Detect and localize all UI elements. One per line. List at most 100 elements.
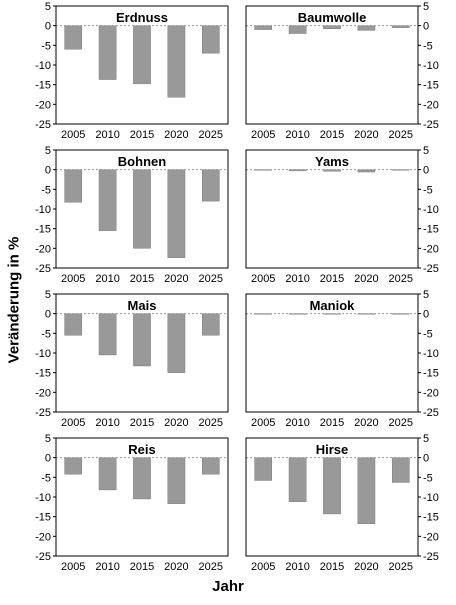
bar-hirse-2015: [323, 457, 341, 515]
x-tick-label: 2010: [95, 129, 119, 141]
bar-erdnuss-2020: [167, 25, 186, 98]
y-tick-label: 0: [45, 165, 51, 177]
y-tick-label: -15: [423, 368, 439, 380]
y-tick-label: -10: [35, 204, 51, 216]
bar-bohnen-2015: [133, 169, 151, 249]
bar-hirse-2005: [254, 457, 273, 481]
y-tick-label: -15: [35, 80, 51, 92]
y-tick-label: -20: [35, 99, 51, 111]
x-tick-label: 2010: [95, 273, 119, 285]
y-tick-label: -10: [35, 492, 51, 504]
y-tick-label: -25: [35, 551, 51, 563]
panel-title-baumwolle: Baumwolle: [298, 10, 367, 25]
x-tick-label: 2005: [61, 273, 85, 285]
y-tick-label: -20: [423, 531, 439, 543]
x-tick-label: 2015: [130, 129, 154, 141]
y-axis-label-wrap: Veränderung in %: [2, 150, 26, 450]
bar-yams-2025: [392, 169, 410, 171]
y-tick-label: -5: [41, 472, 51, 484]
panel-title-erdnuss: Erdnuss: [116, 10, 168, 25]
x-tick-label: 2025: [389, 129, 413, 141]
bar-hirse-2020: [357, 457, 376, 524]
bar-hirse-2025: [392, 457, 410, 483]
y-tick-label: -20: [35, 531, 51, 543]
panel-title-yams: Yams: [315, 154, 349, 169]
y-tick-label: 0: [423, 21, 429, 33]
x-tick-label: 2015: [320, 273, 344, 285]
bar-bohnen-2025: [201, 169, 220, 202]
y-tick-label: -5: [423, 472, 433, 484]
x-tick-label: 2010: [285, 273, 309, 285]
y-tick-label: -15: [423, 80, 439, 92]
bar-baumwolle-2005: [254, 25, 273, 30]
y-tick-label: -25: [423, 263, 439, 275]
x-tick-label: 2005: [251, 417, 275, 429]
bar-reis-2010: [98, 457, 117, 491]
y-tick-label: 0: [45, 309, 51, 321]
x-tick-label: 2005: [251, 561, 275, 573]
y-tick-label: 5: [45, 289, 51, 301]
y-tick-label: -15: [35, 224, 51, 236]
x-tick-label: 2025: [199, 417, 223, 429]
bar-maniok-2025: [392, 313, 410, 315]
y-tick-label: -15: [423, 224, 439, 236]
y-tick-label: 5: [423, 289, 429, 301]
y-tick-label: -15: [35, 512, 51, 524]
y-tick-label: -20: [423, 99, 439, 111]
panel-title-maniok: Maniok: [310, 298, 356, 313]
y-tick-label: -20: [35, 387, 51, 399]
bar-erdnuss-2005: [64, 25, 82, 50]
x-tick-label: 2010: [95, 561, 119, 573]
y-tick-label: -25: [423, 407, 439, 419]
x-tick-label: 2015: [130, 561, 154, 573]
y-tick-label: -20: [35, 243, 51, 255]
bar-bohnen-2005: [64, 169, 82, 203]
y-tick-label: 5: [45, 145, 51, 157]
x-tick-label: 2025: [389, 273, 413, 285]
y-tick-label: -20: [423, 387, 439, 399]
y-tick-label: -25: [35, 263, 51, 275]
x-tick-label: 2025: [199, 129, 223, 141]
y-tick-label: -10: [35, 348, 51, 360]
bar-reis-2020: [167, 457, 186, 504]
x-tick-label: 2020: [354, 561, 378, 573]
x-tick-label: 2015: [130, 273, 154, 285]
y-tick-label: -5: [423, 184, 433, 196]
y-tick-label: 5: [423, 145, 429, 157]
bar-mais-2010: [98, 313, 117, 356]
y-tick-label: -5: [423, 328, 433, 340]
bar-erdnuss-2025: [201, 25, 220, 54]
y-tick-label: -15: [423, 512, 439, 524]
bar-baumwolle-2015: [323, 25, 341, 30]
panel-title-bohnen: Bohnen: [118, 154, 166, 169]
x-tick-label: 2020: [354, 273, 378, 285]
y-tick-label: -15: [35, 368, 51, 380]
x-tick-label: 2010: [285, 417, 309, 429]
bar-baumwolle-2010: [288, 25, 307, 34]
y-tick-label: -5: [41, 184, 51, 196]
x-tick-label: 2020: [354, 129, 378, 141]
x-axis-label: Jahr: [212, 578, 244, 595]
x-tick-label: 2020: [164, 561, 188, 573]
panel-title-hirse: Hirse: [316, 442, 349, 457]
y-tick-label: -25: [423, 551, 439, 563]
x-tick-label: 2015: [320, 129, 344, 141]
bar-reis-2025: [201, 457, 220, 475]
x-tick-label: 2005: [61, 561, 85, 573]
y-tick-label: -5: [41, 40, 51, 52]
x-tick-label: 2025: [199, 561, 223, 573]
bar-reis-2005: [64, 457, 82, 475]
y-tick-label: 0: [45, 453, 51, 465]
y-tick-label: -5: [423, 40, 433, 52]
x-tick-label: 2005: [251, 273, 275, 285]
y-tick-label: -10: [423, 204, 439, 216]
y-tick-label: -25: [423, 119, 439, 131]
y-tick-label: -10: [423, 60, 439, 72]
y-tick-label: 0: [423, 165, 429, 177]
bar-baumwolle-2020: [357, 25, 376, 31]
x-tick-label: 2005: [61, 417, 85, 429]
bar-baumwolle-2025: [392, 25, 410, 28]
y-tick-label: -25: [35, 119, 51, 131]
